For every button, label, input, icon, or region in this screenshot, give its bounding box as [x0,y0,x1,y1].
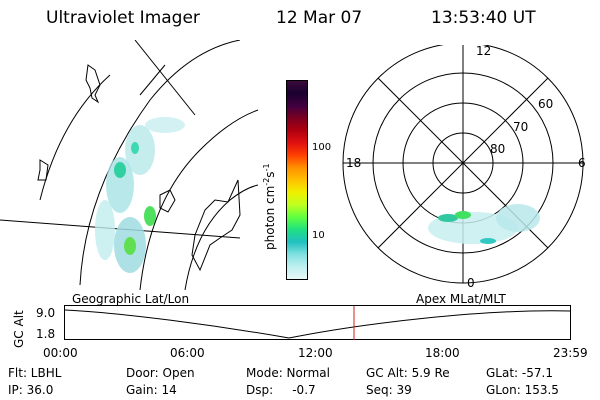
date-label: 12 Mar 07 [276,8,363,28]
aurora-emission [95,117,185,273]
coastline [159,189,176,213]
alt-ymin: 1.8 [36,327,56,341]
alt-ylabel: GC Alt [12,310,26,348]
alt-xtick-2: 12:00 [298,346,333,360]
info-gain: Gain: 14 [126,383,177,397]
colorbar-tick-10: 10 [312,230,325,241]
alt-xtick-0: 00:00 [43,346,78,360]
polar-panel-label: Apex MLat/MLT [416,292,506,306]
geographic-map [0,40,259,290]
lat-line [79,40,241,286]
colorbar-unit-label: photon cm-2s-1 [262,163,277,250]
lon-line [134,40,196,116]
aurora-emission [428,204,540,244]
mlt-label-18: 18 [346,156,362,170]
info-gc-alt: GC Alt: 5.9 Re [366,366,450,380]
coastline [85,64,101,104]
time-label: 13:53:40 UT [431,8,536,28]
lat-line [39,74,111,201]
info-glat: GLat: -57.1 [486,366,553,380]
alt-xtick-1: 06:00 [170,346,205,360]
colorbar [286,80,308,280]
altitude-plot [64,305,571,340]
alt-xtick-3: 18:00 [425,346,460,360]
coastline [191,179,241,272]
mlt-label-0: 0 [467,276,475,290]
info-glon: GLon: 153.5 [486,383,559,397]
coastline [37,159,49,181]
mlt-label-6: 6 [578,156,586,170]
info-mode: Mode: Normal [246,366,330,380]
lat-line [139,109,259,290]
colorbar-tick-100: 100 [312,142,332,153]
lon-line [139,64,166,96]
mlat-label-70: 70 [513,120,529,134]
lat-line [184,184,259,290]
mlat-label-60: 60 [538,97,554,111]
geo-panel-label: Geographic Lat/Lon [72,292,190,306]
alt-xtick-4: 23:59 [553,346,588,360]
info-dsp: Dsp: -0.7 [246,383,316,397]
info-seq: Seq: 39 [366,383,412,397]
mlt-label-12: 12 [476,44,492,58]
alt-ymax: 9.0 [36,306,56,320]
info-filter: Flt: LBHL [8,366,62,380]
mlat-label-80: 80 [490,142,506,156]
app-title: Ultraviolet Imager [46,8,200,28]
info-door: Door: Open [126,366,195,380]
polar-plot [342,45,584,284]
info-ip: IP: 36.0 [8,383,54,397]
